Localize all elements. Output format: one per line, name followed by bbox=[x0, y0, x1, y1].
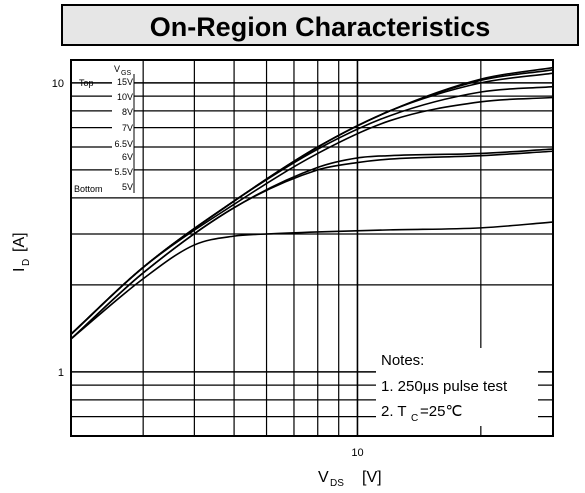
legend-entry-bg bbox=[112, 181, 134, 192]
notes-line-1: 1. 250μs pulse test bbox=[381, 378, 508, 395]
legend-header-main: V bbox=[114, 64, 120, 74]
tick-labels: 10 1 10 bbox=[52, 78, 364, 459]
legend-entry-label: 8V bbox=[122, 107, 133, 117]
y-axis-label: I D [A] bbox=[11, 232, 32, 272]
legend-entry-bg bbox=[112, 166, 134, 177]
notes-title: Notes: bbox=[381, 352, 424, 369]
legend: V GS Top Bottom 15V 10V 8V 7V 6.5V 6V 5.5V 5V bbox=[74, 64, 135, 194]
legend-entry-label: 6V bbox=[122, 152, 133, 162]
notes-line-2-sub: C bbox=[411, 413, 418, 424]
notes-line-2-prefix: 2. T bbox=[381, 403, 407, 420]
legend-entry-label: 6.5V bbox=[114, 139, 133, 149]
y-tick-label: 10 bbox=[52, 78, 64, 90]
series-line-6-5v bbox=[70, 96, 554, 335]
notes-background bbox=[376, 348, 538, 426]
x-axis-label-unit: [V] bbox=[362, 469, 382, 486]
x-axis-label-main: V bbox=[318, 469, 329, 486]
legend-bottom-label: Bottom bbox=[74, 184, 103, 194]
legend-entry-bg bbox=[112, 138, 134, 149]
notes-line-2-suffix: =25℃ bbox=[420, 403, 462, 420]
series-group bbox=[70, 66, 554, 340]
y-axis-label-unit: [A] bbox=[11, 232, 28, 252]
x-tick-label: 10 bbox=[351, 447, 363, 459]
legend-entry-label: 5.5V bbox=[114, 167, 133, 177]
legend-top-label: Top bbox=[79, 78, 94, 88]
series-line-5-5v bbox=[70, 150, 554, 340]
legend-entry-bg bbox=[112, 91, 134, 102]
y-axis-label-sub: D bbox=[21, 259, 32, 266]
legend-entry-bg bbox=[112, 151, 134, 162]
title-box bbox=[61, 4, 579, 46]
legend-entry-bg bbox=[112, 106, 134, 117]
notes-box: Notes: 1. 250μs pulse test 2. T C =25℃ bbox=[376, 348, 538, 426]
legend-entry-bg bbox=[112, 122, 134, 133]
x-axis-label: V DS [V] bbox=[318, 469, 382, 489]
legend-entry-label: 5V bbox=[122, 182, 133, 192]
series-line-5v bbox=[70, 221, 554, 340]
y-axis-label-main: I bbox=[11, 268, 28, 272]
legend-entry-label: 15V bbox=[117, 77, 133, 87]
chart-title: On-Region Characteristics bbox=[150, 12, 491, 42]
legend-entry-bg bbox=[112, 76, 134, 87]
legend-header-sub: GS bbox=[121, 70, 131, 77]
grid bbox=[71, 60, 553, 436]
x-axis-label-sub: DS bbox=[330, 478, 344, 489]
legend-entry-label: 10V bbox=[117, 92, 133, 102]
legend-entry-label: 7V bbox=[122, 123, 133, 133]
plot-frame bbox=[70, 59, 554, 437]
y-tick-label: 1 bbox=[58, 367, 64, 379]
